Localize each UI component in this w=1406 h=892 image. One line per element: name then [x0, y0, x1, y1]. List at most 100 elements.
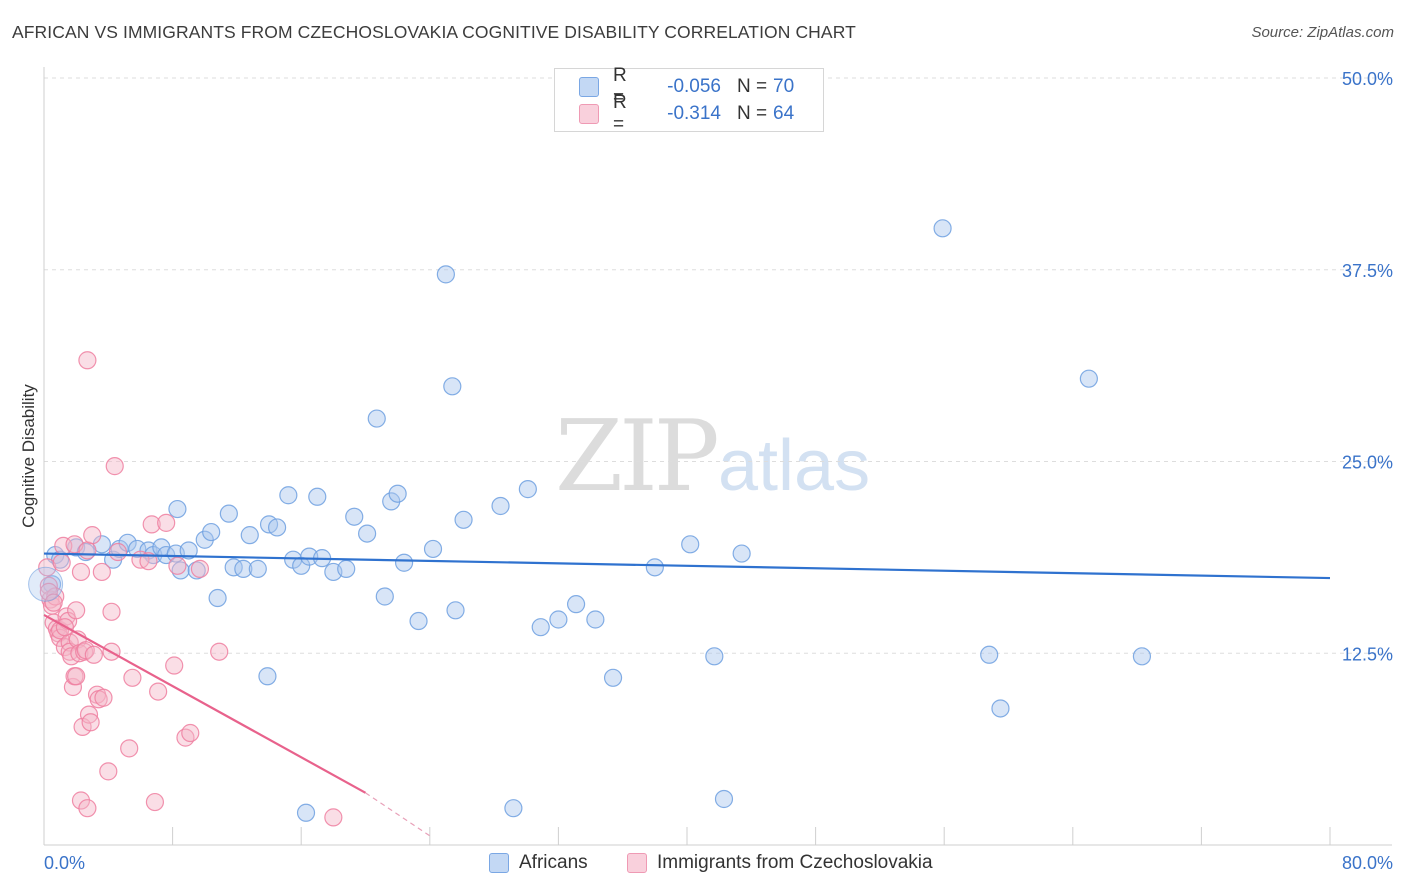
africans-point: [446, 601, 465, 620]
x-tick-label: 80.0%: [1342, 853, 1393, 873]
legend-r-label: R =: [613, 92, 627, 135]
czechoslovakia-trendline-extension: [365, 792, 431, 837]
czechoslovakia-point: [39, 576, 58, 595]
legend-row-africans: R = -0.056 N = 70: [579, 65, 795, 108]
czechoslovakia-point: [190, 559, 210, 578]
y-tick-label: 25.0%: [1342, 453, 1393, 473]
africans-point: [279, 486, 298, 505]
africans-point: [645, 558, 664, 577]
africans-point: [409, 611, 428, 631]
bottom-legend-label-czechoslovakia: Immigrants from Czechoslovakia: [657, 852, 933, 873]
watermark-zip: ZIP: [555, 400, 720, 514]
africans-point: [394, 553, 414, 572]
czechoslovakia-point: [165, 656, 184, 675]
czechoslovakia-point: [102, 602, 121, 621]
legend-swatch-czechoslovakia: [579, 104, 599, 124]
czechoslovakia-point: [99, 762, 118, 781]
africans-point: [240, 526, 259, 545]
czechoslovakia-point: [149, 682, 168, 701]
czechoslovakia-point: [67, 601, 86, 620]
africans-point: [531, 618, 550, 637]
africans-point: [358, 524, 377, 543]
czechoslovakia-point: [142, 515, 161, 534]
legend-n-value: 70: [773, 76, 795, 97]
y-tick-label: 50.0%: [1342, 69, 1393, 89]
africans-point: [454, 510, 473, 529]
africans-point: [234, 559, 253, 578]
africans-point: [603, 668, 623, 687]
czechoslovakia-point: [324, 808, 343, 827]
africans-point: [705, 647, 724, 666]
africans-point: [219, 504, 238, 523]
czechoslovakia-point: [50, 628, 70, 648]
czechoslovakia-point: [123, 668, 142, 687]
africans-point: [258, 667, 277, 686]
y-axis-label: Cognitive Disability: [19, 384, 38, 528]
correlation-legend: R = -0.056 N = 70 R = -0.314 N = 64: [554, 65, 824, 135]
legend-n-value: 64: [773, 103, 795, 124]
africans-point: [179, 541, 198, 560]
y-tick-label: 37.5%: [1342, 261, 1393, 281]
czechoslovakia-point: [52, 553, 71, 572]
africans-point: [375, 587, 394, 606]
czechoslovakia-trendline: [43, 613, 367, 794]
africans-point: [423, 539, 443, 559]
czechoslovakia-point: [39, 582, 58, 601]
czechoslovakia-point: [78, 799, 97, 818]
czechoslovakia-point: [92, 562, 111, 582]
czechoslovakia-point: [84, 645, 103, 664]
czechoslovakia-point: [139, 552, 158, 571]
czechoslovakia-point: [145, 792, 165, 812]
africans-point: [681, 535, 700, 554]
czechoslovakia-point: [71, 562, 91, 582]
czechoslovakia-point: [120, 739, 139, 758]
africans-point: [208, 588, 227, 608]
czechoslovakia-point: [81, 713, 100, 732]
africans-point: [1079, 369, 1098, 388]
africans-point: [443, 377, 462, 396]
czechoslovakia-point: [108, 542, 128, 562]
africans-point: [436, 265, 455, 284]
czechoslovakia-point: [181, 723, 200, 743]
bottom-legend-africans: Africans: [489, 852, 588, 874]
africans-point: [28, 566, 64, 602]
chart-title: AFRICAN VS IMMIGRANTS FROM CZECHOSLOVAKI…: [12, 22, 856, 42]
watermark-atlas: atlas: [718, 426, 871, 506]
legend-r-value: -0.056: [667, 76, 721, 97]
africans-point: [345, 507, 364, 526]
africans-point: [980, 645, 999, 664]
africans-point: [267, 518, 287, 537]
africans-point: [714, 789, 734, 809]
africans-point: [549, 610, 568, 629]
czechoslovakia-point: [105, 457, 124, 476]
czechoslovakia-point: [168, 556, 187, 575]
africans-point: [168, 499, 187, 519]
czechoslovakia-point: [79, 705, 99, 724]
legend-n-label: N =: [737, 76, 768, 97]
bottom-legend-czechoslovakia: Immigrants from Czechoslovakia: [627, 852, 933, 874]
africans-point: [367, 409, 386, 428]
czechoslovakia-point: [157, 513, 176, 532]
africans-point: [991, 699, 1010, 718]
czechoslovakia-point: [83, 526, 102, 545]
legend-r-value: -0.314: [667, 103, 721, 124]
africans-point: [586, 610, 605, 629]
africans-point: [566, 595, 586, 614]
czechoslovakia-point: [210, 642, 229, 661]
africans-point: [308, 487, 327, 506]
bottom-legend-swatch-czechoslovakia: [627, 853, 647, 873]
legend-n-label: N =: [737, 103, 768, 124]
africans-point: [296, 803, 316, 822]
czechoslovakia-point: [67, 667, 86, 686]
bottom-legend-swatch-africans: [489, 853, 509, 873]
bottom-legend-label-africans: Africans: [519, 852, 588, 873]
legend-row-czechoslovakia: R = -0.314 N = 64: [579, 92, 795, 135]
africans-point: [388, 484, 407, 503]
czechoslovakia-point: [78, 541, 97, 560]
africans-point: [933, 219, 952, 238]
legend-r-label: R =: [613, 65, 627, 108]
czechoslovakia-point: [44, 593, 63, 612]
africans-point: [504, 799, 523, 818]
czechoslovakia-point: [78, 351, 97, 370]
